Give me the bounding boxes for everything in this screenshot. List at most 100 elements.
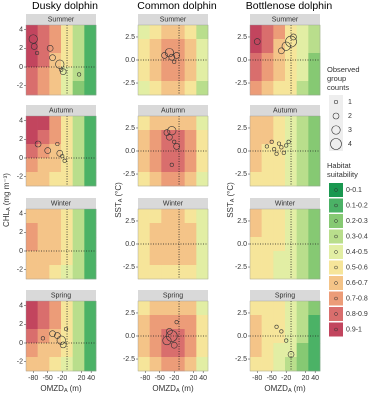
heat-cell — [72, 116, 85, 131]
heat-cell — [49, 53, 62, 68]
heat-cell — [250, 315, 262, 330]
observation — [274, 151, 279, 156]
x-tick-label: -20 — [169, 375, 179, 382]
heat-cell — [261, 81, 274, 96]
heat-cell — [196, 25, 209, 40]
legend-label: 4 — [348, 141, 352, 148]
heat-cell — [49, 357, 62, 372]
heat-cell — [84, 265, 97, 280]
heat-cell — [138, 209, 150, 224]
heat-cell — [161, 144, 174, 159]
heat-cell — [184, 172, 197, 187]
heat-cell — [26, 329, 38, 344]
y-tick-label: 4 — [19, 211, 23, 218]
heat-cell — [261, 301, 274, 316]
heat-cell — [49, 172, 62, 187]
y-tick-label: -2.5 — [235, 264, 247, 271]
heat-cell — [161, 265, 174, 280]
legend-key — [329, 198, 343, 213]
heat-cell — [37, 343, 50, 358]
heat-cell — [84, 116, 97, 131]
heat-cell — [37, 172, 50, 187]
legend-key — [329, 183, 343, 197]
heat-cell — [296, 130, 309, 145]
heat-cell — [308, 144, 321, 159]
heat-cell — [26, 130, 38, 145]
heat-cell — [273, 53, 286, 68]
heat-cell — [72, 209, 85, 224]
observation — [253, 38, 261, 45]
heat-cell — [184, 116, 197, 131]
y-tick-label: 2.5 — [125, 125, 135, 132]
strip-label: Winter — [51, 200, 72, 207]
heat-cell — [173, 315, 185, 330]
heat-cell — [296, 357, 309, 372]
heat-cell — [285, 251, 297, 266]
strip — [250, 14, 320, 25]
heat-cell — [296, 265, 309, 280]
heat-cell — [161, 158, 174, 173]
heat-cell — [61, 25, 73, 40]
legend-title: suitability — [327, 170, 358, 179]
observation — [59, 341, 67, 349]
legend-key — [329, 322, 343, 337]
y-tick-label: 2 — [19, 45, 23, 52]
heat-cell — [273, 237, 286, 252]
y-tick-label: 0.0 — [237, 148, 247, 155]
heat-cell — [184, 81, 197, 96]
heat-cell — [296, 251, 309, 266]
heat-cell — [250, 265, 262, 280]
y-tick-label: -2 — [17, 359, 23, 366]
heat-cell — [273, 343, 286, 358]
heat-cell — [184, 158, 197, 173]
heat-cell — [196, 357, 209, 372]
heat-cell — [285, 343, 297, 358]
legend-dot — [334, 234, 338, 239]
observation — [162, 336, 172, 346]
heat-cell — [26, 53, 38, 68]
heat-cell — [173, 223, 185, 238]
heat-cell — [184, 130, 197, 145]
heat-cell — [196, 343, 209, 358]
heat-cell — [72, 39, 85, 54]
x-tick-label: -20 — [57, 375, 67, 382]
axis-title-unit: (mg m⁻³) — [2, 173, 11, 206]
observation — [173, 143, 180, 150]
heat-cell — [26, 237, 38, 252]
observation — [278, 47, 285, 55]
heat-cell — [61, 343, 73, 358]
y-tick-label: -2 — [17, 267, 23, 274]
heat-cell — [61, 251, 73, 266]
legend-key — [329, 260, 343, 275]
heat-cell — [161, 209, 174, 224]
heat-cell — [84, 315, 97, 330]
heat-cell — [161, 343, 174, 358]
heat-cell — [173, 25, 185, 40]
strip — [138, 198, 208, 209]
heat-cell — [26, 158, 38, 173]
x-tick-label: -20 — [281, 375, 291, 382]
heat-cell — [84, 81, 97, 96]
legend-key — [329, 291, 343, 306]
axis-title-unit: (m) — [182, 384, 194, 393]
heat-cell — [196, 315, 209, 330]
heat-cell — [261, 130, 274, 145]
y-tick-label: 0.0 — [237, 333, 247, 340]
x-tick-label: -80 — [28, 375, 38, 382]
x-tick-label: -80 — [252, 375, 262, 382]
legend-size — [333, 99, 339, 105]
heat-cell — [250, 357, 262, 372]
legend-size — [332, 112, 340, 120]
heat-cell — [138, 315, 150, 330]
heat-cell — [261, 25, 274, 40]
y-tick-label: 2.5 — [125, 310, 135, 317]
strip-label: Autumn — [273, 107, 297, 114]
observation — [59, 67, 64, 72]
observation — [173, 52, 180, 59]
observation — [49, 54, 56, 61]
legend-label: 2 — [348, 113, 352, 120]
heat-cell — [196, 237, 209, 252]
heat-cell — [296, 67, 309, 82]
legend-title: group — [327, 74, 346, 83]
heat-cell — [184, 223, 197, 238]
